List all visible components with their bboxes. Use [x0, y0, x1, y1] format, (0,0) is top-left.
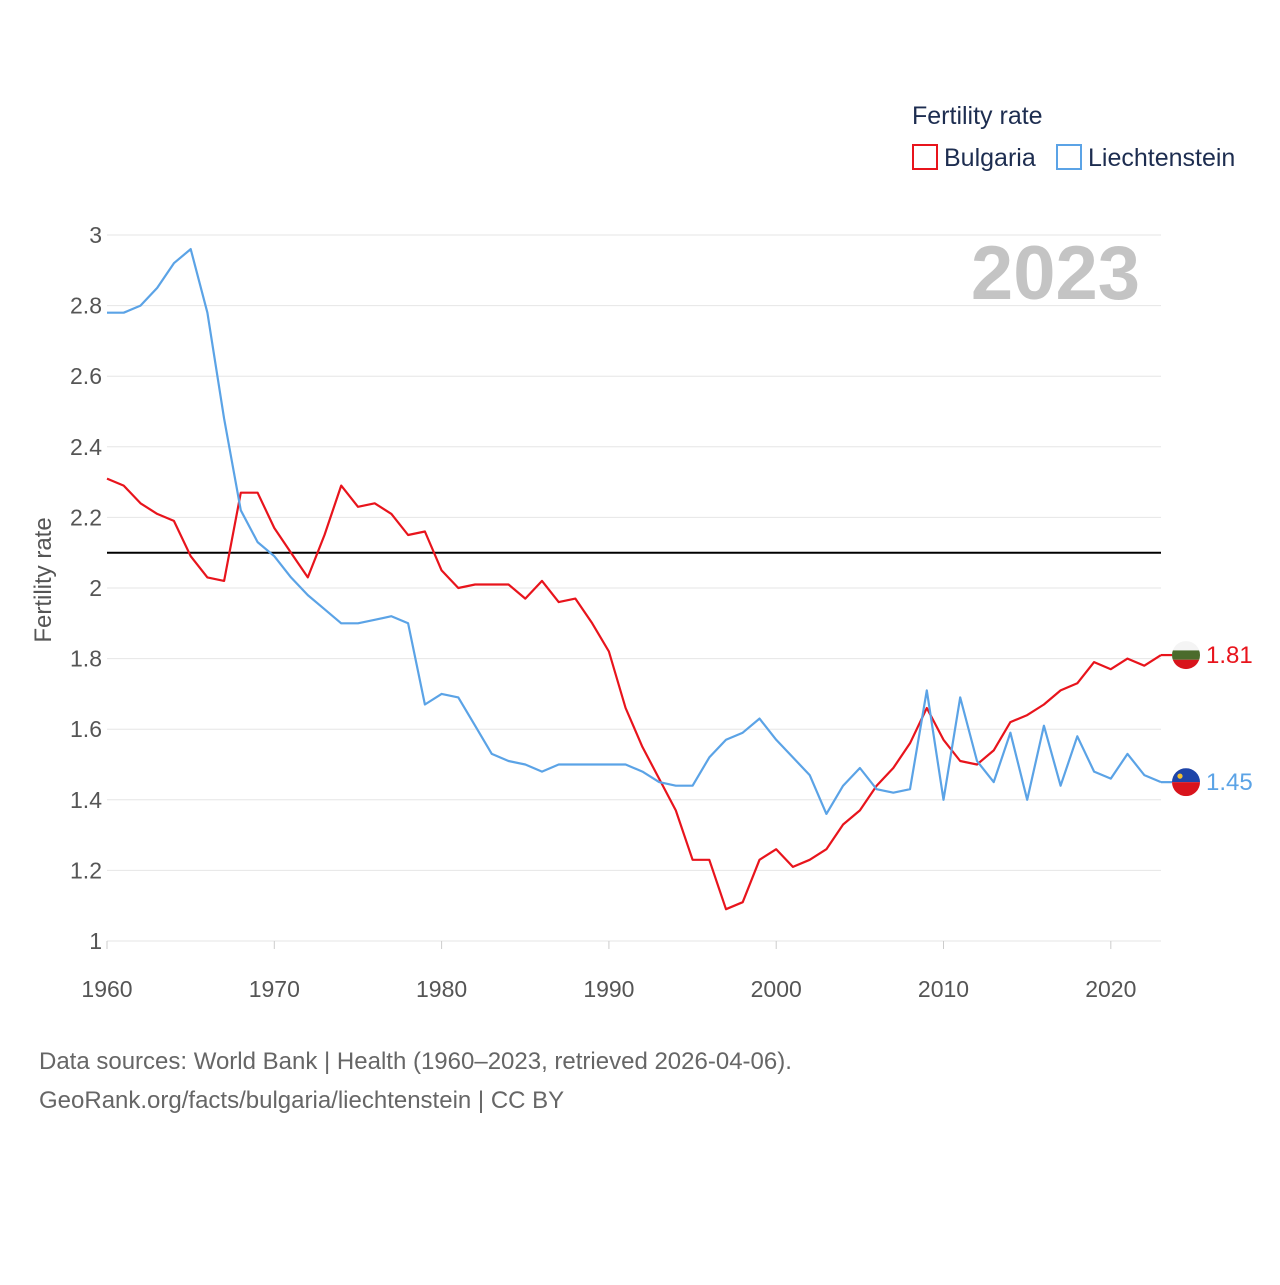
grid-layer	[107, 234, 1161, 942]
flag-liechtenstein-icon	[1172, 768, 1200, 797]
flag-bulgaria-icon	[1172, 641, 1200, 670]
end-markers: 1.81 1.45	[1161, 641, 1253, 797]
series-layer	[106, 248, 1162, 911]
y-tick-label: 2.8	[70, 293, 102, 319]
legend-swatch-bulgaria[interactable]	[912, 144, 938, 170]
end-value-label-liechtenstein: 1.45	[1206, 769, 1253, 796]
y-tick-label: 1.6	[70, 716, 102, 742]
legend-label-bulgaria[interactable]: Bulgaria	[944, 144, 1036, 172]
x-tick-label: 1960	[81, 976, 132, 1002]
x-tick-label: 1990	[583, 976, 634, 1002]
end-value-label-bulgaria: 1.81	[1206, 642, 1253, 669]
x-tick-label: 2000	[751, 976, 802, 1002]
series-line-bulgaria[interactable]	[106, 477, 1162, 911]
x-axis-ticks: 1960 1970 1980 1990 2000 2010 2020	[81, 941, 1136, 1002]
legend-label-liechtenstein[interactable]: Liechtenstein	[1088, 144, 1235, 172]
x-tick-label: 1970	[249, 976, 300, 1002]
y-tick-label: 2.6	[70, 363, 102, 389]
year-watermark: 2023	[971, 231, 1140, 316]
y-tick-label: 3	[89, 222, 102, 248]
legend: Fertility rate Bulgaria Liechtenstein	[912, 102, 1235, 172]
y-axis-ticks: 1 1.2 1.4 1.6 1.8 2 2.2 2.4 2.6 2.8 3	[70, 222, 102, 954]
attribution-link[interactable]: GeoRank.org/facts/bulgaria/liechtenstein…	[39, 1087, 564, 1114]
y-tick-label: 1.8	[70, 646, 102, 672]
legend-swatch-liechtenstein[interactable]	[1056, 144, 1082, 170]
legend-title: Fertility rate	[912, 102, 1043, 130]
x-tick-label: 2010	[918, 976, 969, 1002]
y-tick-label: 2.4	[70, 434, 102, 460]
y-tick-label: 1.4	[70, 787, 102, 813]
y-tick-label: 2.2	[70, 504, 102, 530]
y-axis-label: Fertility rate	[30, 517, 57, 642]
x-tick-label: 2020	[1085, 976, 1136, 1002]
data-source-text: Data sources: World Bank | Health (1960–…	[39, 1048, 792, 1075]
y-tick-label: 2	[89, 575, 102, 601]
y-tick-label: 1.2	[70, 857, 102, 883]
y-tick-label: 1	[89, 928, 102, 954]
x-tick-label: 1980	[416, 976, 467, 1002]
series-line-liechtenstein[interactable]	[107, 248, 1162, 816]
